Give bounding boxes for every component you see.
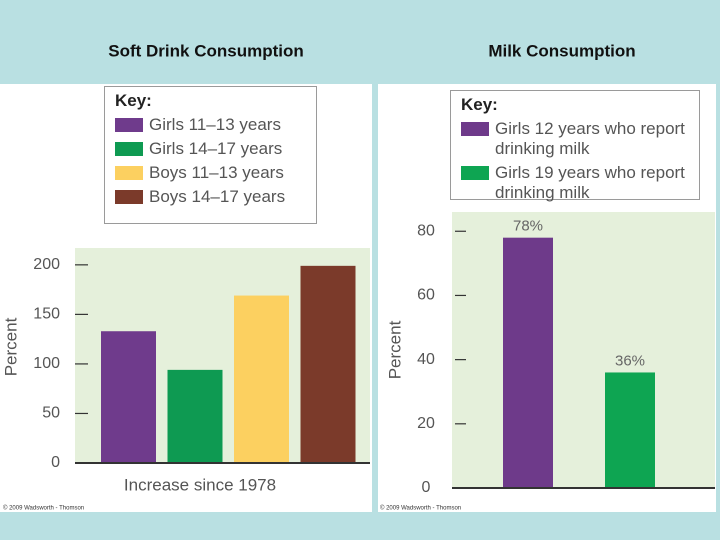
legend: Key: Girls 11–13 years Girls 14–17 years Bo… xyxy=(104,86,317,224)
y-tick-label: 0 xyxy=(51,454,60,471)
legend-item: Girls 11–13 years xyxy=(115,115,306,135)
legend-swatch xyxy=(115,142,143,156)
x-axis-label: Increase since 1978 xyxy=(124,475,276,494)
legend-label: Boys 14–17 years xyxy=(149,187,286,206)
legend-item: Girls 12 years who report drinking milk xyxy=(461,119,689,159)
legend-swatch xyxy=(115,166,143,180)
legend-label: Girls 11–13 years xyxy=(149,115,281,134)
legend-swatch xyxy=(461,166,489,180)
chart-title: Milk Consumption xyxy=(488,41,635,60)
y-tick-label: 40 xyxy=(417,351,435,368)
legend-title: Key: xyxy=(461,95,498,114)
chart-title: Soft Drink Consumption xyxy=(108,41,303,60)
legend-label: Girls 19 years who report drinking milk xyxy=(495,163,685,202)
y-axis-label: Percent xyxy=(385,320,404,379)
y-axis-label: Percent xyxy=(1,317,20,376)
bar xyxy=(234,295,289,463)
y-tick-label: 100 xyxy=(33,355,60,372)
y-tick-label: 60 xyxy=(417,287,435,304)
legend-swatch xyxy=(115,118,143,132)
bar xyxy=(300,265,356,463)
legend-item: Boys 11–13 years xyxy=(115,163,306,183)
value-label: 36% xyxy=(615,352,645,369)
legend-label: Boys 11–13 years xyxy=(149,163,284,182)
legend-item: Girls 14–17 years xyxy=(115,139,306,159)
legend-item: Girls 19 years who report drinking milk xyxy=(461,163,689,203)
credit: © 2009 Wadsworth - Thomson xyxy=(380,505,461,512)
y-tick-label: 0 xyxy=(422,479,431,496)
y-tick-label: 200 xyxy=(33,256,60,273)
y-tick-label: 150 xyxy=(33,306,60,323)
legend-title: Key: xyxy=(115,91,152,110)
legend-item: Boys 14–17 years xyxy=(115,187,306,207)
y-tick-label: 50 xyxy=(42,405,60,422)
legend-swatch xyxy=(461,122,489,136)
plot-area xyxy=(452,212,715,488)
legend-swatch xyxy=(115,190,143,204)
legend-label: Girls 14–17 years xyxy=(149,139,283,158)
legend: Key: Girls 12 years who report drinking m… xyxy=(450,90,700,203)
bar xyxy=(101,331,156,463)
y-tick-label: 80 xyxy=(417,222,435,239)
legend-label: Girls 12 years who report drinking milk xyxy=(495,119,685,158)
bar xyxy=(167,369,223,463)
bar xyxy=(605,372,655,488)
y-tick-label: 20 xyxy=(417,415,435,432)
bar xyxy=(503,237,553,488)
value-label: 78% xyxy=(513,218,543,235)
credit: © 2009 Wadsworth - Thomson xyxy=(3,505,84,512)
